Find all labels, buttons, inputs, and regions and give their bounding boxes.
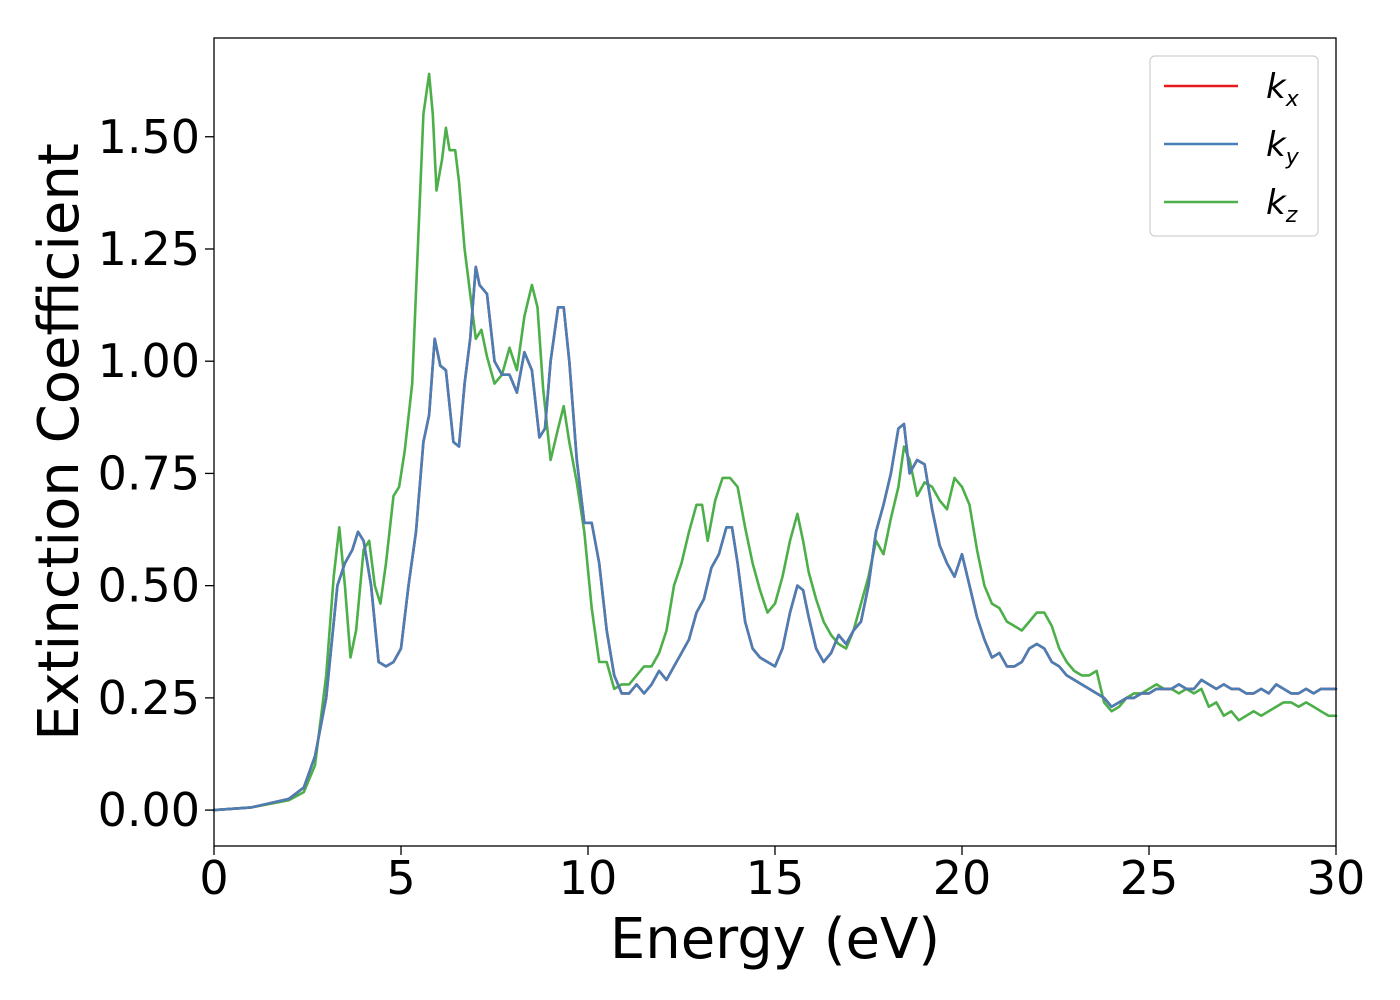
x-axis-title: Energy (eV) — [610, 907, 940, 972]
y-tick-label: 0.50 — [98, 559, 200, 613]
legend-label-subscript: x — [1285, 87, 1300, 112]
series-layer — [212, 72, 1338, 812]
x-tick-label: 5 — [386, 851, 415, 905]
y-tick-label: 0.00 — [98, 783, 200, 837]
x-tick-label: 0 — [199, 851, 228, 905]
legend-label: kx — [1266, 67, 1300, 112]
y-tick-label: 1.50 — [98, 110, 200, 164]
legend-label: kz — [1266, 183, 1298, 228]
legend-label-subscript: z — [1285, 203, 1298, 228]
x-tick-label: 15 — [746, 851, 805, 905]
y-axis-title: Extinction Coefficient — [27, 143, 92, 741]
y-axis-ticks: 0.00 0.25 0.50 0.75 1.00 1.25 1.50 — [98, 110, 214, 837]
y-tick-label: 1.00 — [98, 334, 200, 388]
series-line-k-z — [212, 72, 1338, 812]
legend-label-main: k — [1266, 183, 1287, 223]
y-tick-label: 1.25 — [98, 222, 200, 276]
series-line-k-x — [212, 265, 1338, 812]
x-tick-label: 20 — [933, 851, 992, 905]
legend-label-main: k — [1266, 67, 1287, 107]
legend-label-subscript: y — [1285, 145, 1300, 170]
legend-label-main: k — [1266, 125, 1287, 165]
x-tick-label: 30 — [1307, 851, 1366, 905]
x-tick-label: 25 — [1120, 851, 1179, 905]
legend-box — [1149, 55, 1319, 237]
legend-label: ky — [1266, 125, 1300, 170]
x-axis-ticks: 0 5 10 15 20 25 30 — [199, 846, 1365, 905]
y-tick-label: 0.25 — [98, 671, 200, 725]
x-tick-label: 10 — [559, 851, 618, 905]
y-tick-label: 0.75 — [98, 446, 200, 500]
series-line-k-y — [212, 265, 1338, 812]
